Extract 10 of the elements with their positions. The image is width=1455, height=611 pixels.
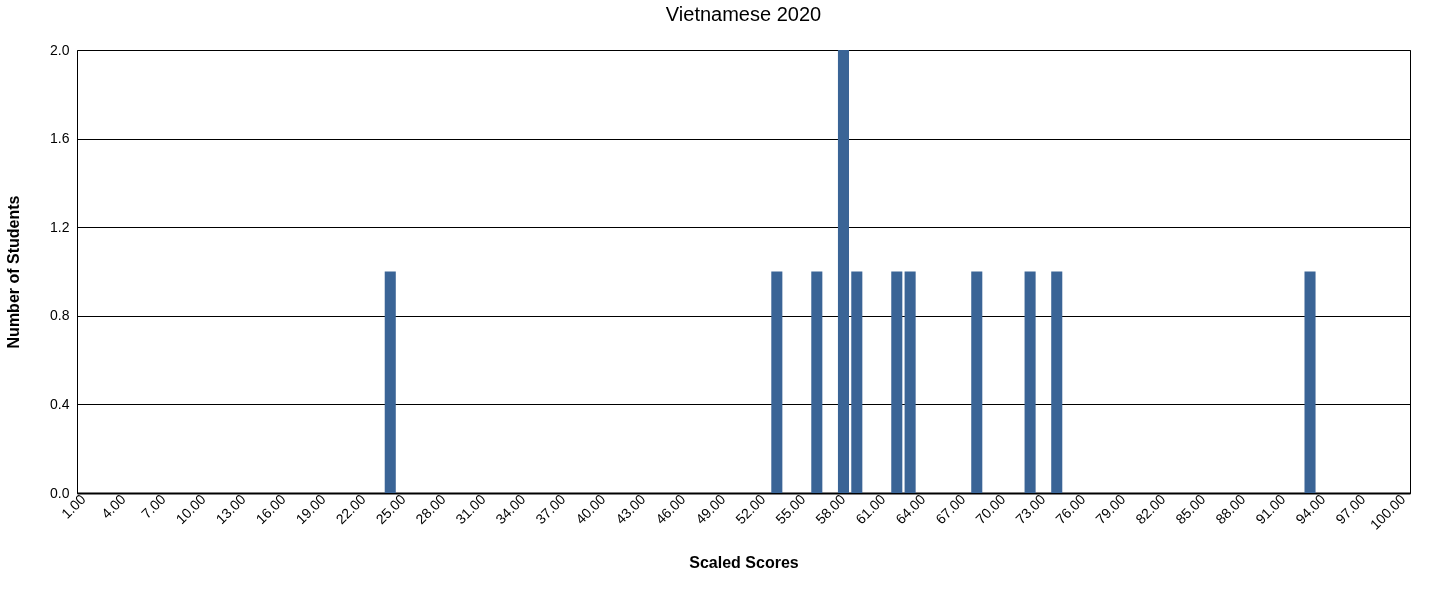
y-tick-label: 2.0 bbox=[50, 41, 70, 58]
y-axis-title: Number of Students bbox=[5, 195, 23, 349]
x-axis-title: Scaled Scores bbox=[689, 553, 799, 571]
x-tick-label: 7.00 bbox=[138, 490, 169, 522]
y-tick-label: 0.4 bbox=[50, 395, 70, 412]
x-tick-label: 4.00 bbox=[98, 490, 129, 522]
y-tick-label: 1.6 bbox=[50, 130, 70, 147]
y-tick-label: 0.8 bbox=[50, 307, 70, 324]
y-tick-label: 1.2 bbox=[50, 218, 70, 235]
chart-title: Vietnamese 2020 bbox=[665, 3, 822, 25]
